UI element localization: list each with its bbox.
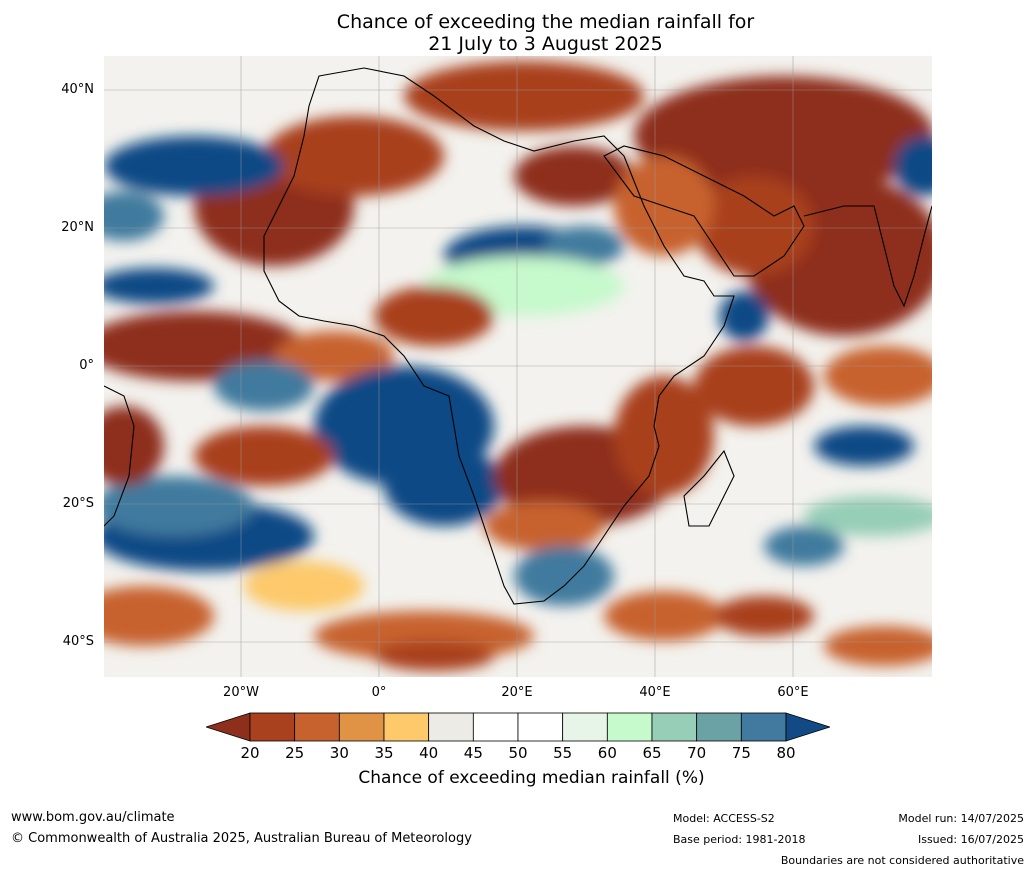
lat-label-20n: 20°N bbox=[61, 220, 94, 235]
colorbar-tick-label: 55 bbox=[553, 744, 573, 762]
model-name: Model: ACCESS-S2 bbox=[673, 812, 775, 825]
lon-label-0: 0° bbox=[371, 685, 387, 700]
colorbar bbox=[206, 712, 830, 742]
colorbar-box bbox=[472, 712, 519, 742]
colorbar-tick-label: 20 bbox=[240, 744, 260, 762]
website-link[interactable]: www.bom.gov.au/climate bbox=[11, 810, 175, 825]
lat-label-40n: 40°N bbox=[61, 82, 94, 97]
colorbar-label: Chance of exceeding median rainfall (%) bbox=[358, 768, 705, 788]
rainfall-field bbox=[104, 61, 932, 671]
base-period: Base period: 1981-2018 bbox=[673, 833, 806, 846]
issued-date: Issued: 16/07/2025 bbox=[917, 833, 1024, 846]
colorbar-box bbox=[696, 712, 742, 742]
colorbar-arrow-low bbox=[206, 712, 251, 742]
colorbar-arrow-high bbox=[785, 712, 830, 742]
boundaries-disclaimer: Boundaries are not considered authoritat… bbox=[780, 854, 1024, 867]
lon-label-20w: 20°W bbox=[223, 685, 259, 700]
copyright-text: © Commonwealth of Australia 2025, Austra… bbox=[11, 831, 472, 846]
colorbar-tick-label: 50 bbox=[508, 744, 528, 762]
colorbar-tick-label: 30 bbox=[329, 744, 349, 762]
colorbar-tick-label: 70 bbox=[687, 744, 707, 762]
colorbar-box bbox=[338, 712, 385, 742]
colorbar-tick-label: 35 bbox=[374, 744, 394, 762]
rainfall-map bbox=[104, 56, 932, 677]
colorbar-tick-label: 60 bbox=[597, 744, 617, 762]
model-run-date: Model run: 14/07/2025 bbox=[898, 812, 1024, 825]
colorbar-box bbox=[383, 712, 430, 742]
colorbar-tick-label: 40 bbox=[419, 744, 439, 762]
colorbar-tick-label: 80 bbox=[776, 744, 796, 762]
colorbar-box bbox=[606, 712, 653, 742]
graticule bbox=[104, 56, 932, 677]
colorbar-tick-label: 25 bbox=[285, 744, 305, 762]
lon-label-40e: 40°E bbox=[639, 685, 671, 700]
colorbar-tick-label: 45 bbox=[463, 744, 483, 762]
colorbar-tick-label: 75 bbox=[731, 744, 751, 762]
coastlines bbox=[104, 67, 932, 605]
lat-label-20s: 20°S bbox=[62, 496, 94, 511]
lat-label-equator: 0° bbox=[79, 358, 94, 373]
lat-label-40s: 40°S bbox=[62, 634, 94, 649]
map-title-line-2: 21 July to 3 August 2025 bbox=[428, 33, 663, 55]
colorbar-box bbox=[428, 712, 474, 742]
lon-label-20e: 20°E bbox=[501, 685, 533, 700]
colorbar-box bbox=[294, 712, 340, 742]
lon-label-60e: 60°E bbox=[777, 685, 809, 700]
colorbar-box bbox=[562, 712, 608, 742]
map-title-line-1: Chance of exceeding the median rainfall … bbox=[336, 11, 755, 33]
colorbar-box bbox=[651, 712, 698, 742]
colorbar-tick-label: 65 bbox=[642, 744, 662, 762]
colorbar-box bbox=[740, 712, 787, 742]
colorbar-box bbox=[517, 712, 564, 742]
colorbar-box bbox=[249, 712, 296, 742]
